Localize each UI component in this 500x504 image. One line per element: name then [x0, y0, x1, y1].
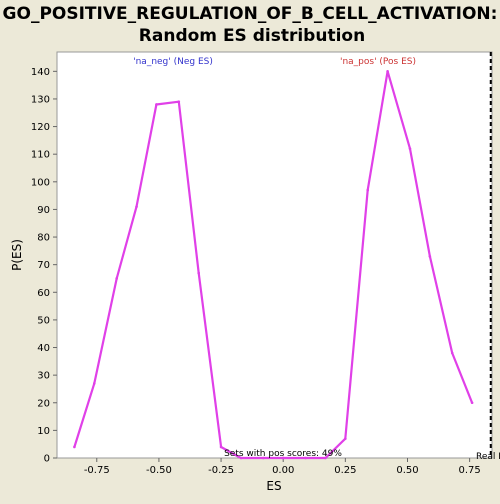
- x-tick-label: 0.50: [396, 465, 418, 476]
- neg-es-data-point: [155, 103, 158, 106]
- y-tick-label: 90: [37, 205, 50, 216]
- y-tick-label: 120: [31, 122, 50, 133]
- y-tick-label: 110: [31, 150, 50, 161]
- y-tick-label: 20: [37, 398, 50, 409]
- x-tick-label: 0.75: [458, 465, 480, 476]
- pos-es-data-point: [428, 255, 432, 258]
- x-tick-label: 0.00: [272, 465, 294, 476]
- pos-es-data-point: [281, 456, 285, 460]
- neg-es-data-point: [239, 456, 243, 460]
- neg-es-data-point: [197, 271, 200, 275]
- neg-es-data-point: [262, 456, 265, 460]
- y-tick-label: 80: [37, 233, 50, 244]
- pos-es-series-line: [283, 70, 474, 460]
- real-es-label: Real ES: [476, 452, 500, 462]
- y-tick-label: 140: [31, 67, 50, 78]
- pos-es-data-point: [450, 351, 454, 355]
- y-tick-label: 70: [37, 260, 50, 271]
- neg-es-data-point: [115, 277, 118, 280]
- neg-es-data-point: [92, 382, 96, 385]
- pos-es-data-point: [470, 401, 474, 405]
- y-tick-label: 10: [37, 426, 50, 437]
- neg-es-data-point: [219, 445, 223, 449]
- y-tick-label: 30: [37, 371, 50, 382]
- neg-es-data-point: [135, 205, 138, 208]
- legend-neg-es: 'na_neg' (Neg ES): [133, 57, 213, 67]
- x-axis-label: ES: [266, 479, 281, 493]
- neg-es-data-point: [177, 100, 181, 104]
- y-tick-label: 60: [37, 288, 50, 299]
- x-tick-label: -0.50: [146, 465, 172, 476]
- legend-pos-es: 'na_pos' (Pos ES): [340, 57, 416, 67]
- y-tick-label: 40: [37, 343, 50, 354]
- pos-es-data-point: [408, 147, 412, 150]
- y-tick-label: 100: [31, 177, 50, 188]
- pos-es-data-point: [366, 188, 370, 192]
- pos-scores-annotation: Sets with pos scores: 49%: [224, 449, 342, 459]
- neg-es-data-point: [73, 445, 76, 449]
- axes: 0 10 20 30 40 50 60 70 80 90 100 110 120 130 140 -0.75 -…: [31, 52, 492, 476]
- pos-es-data-point: [304, 456, 307, 460]
- x-tick-label: -0.75: [84, 465, 110, 476]
- y-axis-label: P(ES): [10, 239, 24, 271]
- pos-es-data-point: [324, 456, 327, 460]
- x-tick-label: 0.25: [334, 465, 356, 476]
- x-tick-label: -0.25: [208, 465, 234, 476]
- y-tick-label: 0: [44, 454, 50, 465]
- series-layer: [73, 70, 474, 460]
- plot-area: [56, 51, 493, 459]
- pos-es-data-point: [386, 70, 389, 73]
- y-tick-label: 130: [31, 94, 50, 105]
- pos-es-data-point: [344, 437, 347, 440]
- chart-subtitle: Random ES distribution: [139, 26, 365, 46]
- chart-title: GO_POSITIVE_REGULATION_OF_B_CELL_ACTIVAT…: [3, 4, 498, 24]
- y-tick-label: 50: [37, 315, 50, 326]
